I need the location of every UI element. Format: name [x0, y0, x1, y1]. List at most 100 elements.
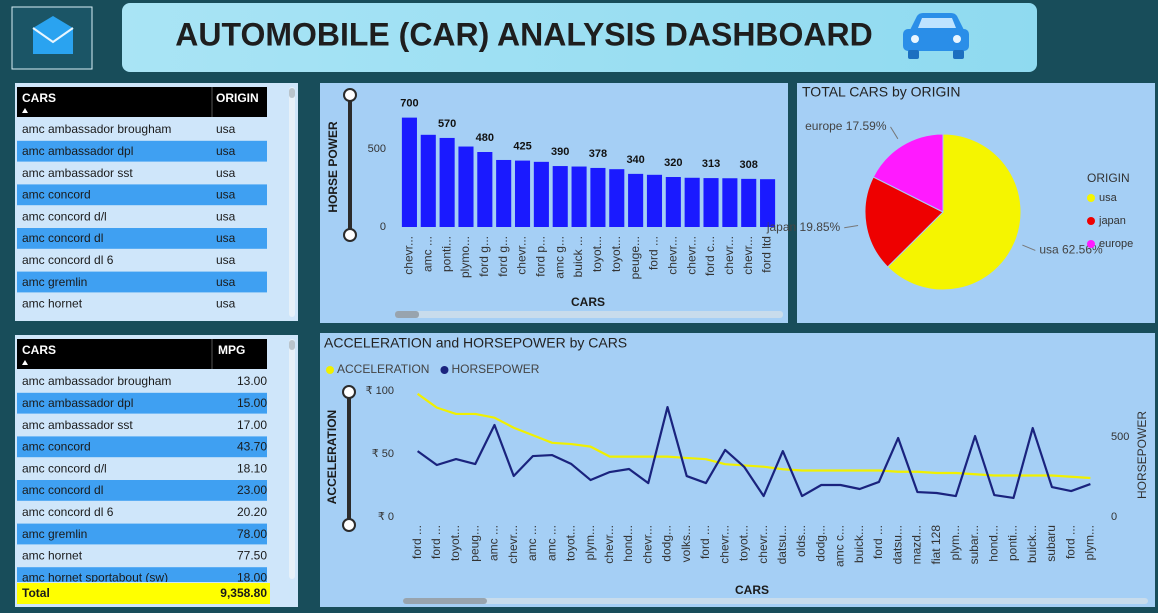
- table-cell: amc gremlin: [22, 527, 87, 541]
- x-tick-label: ford p...: [534, 236, 548, 277]
- x-tick-label: amc ...: [544, 525, 558, 561]
- x-tick-label: ford ...: [429, 525, 443, 559]
- table-body: amc ambassador brougham 13.00 amc ambassad…: [17, 371, 267, 582]
- table-row: [17, 140, 267, 162]
- x-tick-label: chevr...: [402, 236, 416, 275]
- x-tick-label: hond...: [986, 525, 1000, 562]
- range-slider[interactable]: [343, 88, 357, 242]
- bar: [628, 173, 644, 227]
- table-cell: 20.20: [237, 505, 267, 519]
- table-row: [17, 162, 267, 184]
- bar: [722, 178, 738, 227]
- bar: [552, 166, 568, 227]
- data-label: 570: [438, 118, 456, 130]
- bar: [533, 161, 549, 227]
- table-cell: usa: [216, 231, 236, 245]
- x-tick-label: plym...: [583, 525, 597, 560]
- x-tick-label: toyot...: [737, 525, 751, 561]
- pie-slice: [872, 133, 944, 213]
- table-cell: amc ambassador sst: [22, 418, 133, 432]
- x-tick-label: fiat 128: [929, 525, 943, 565]
- x-tick-label: ponti...: [439, 236, 453, 272]
- scrollbar[interactable]: [289, 339, 295, 579]
- y-tick-label: ₹ 0: [378, 511, 394, 523]
- y-tick-label: 500: [368, 143, 386, 155]
- scroll-thumb[interactable]: [395, 311, 419, 318]
- table-cell: 15.00: [237, 396, 267, 410]
- chart-title: ACCELERATION and HORSEPOWER by CARS: [324, 335, 627, 351]
- table-cell: 17.00: [237, 418, 267, 432]
- total-row: [17, 583, 270, 604]
- legend-label: ACCELERATION: [337, 362, 429, 376]
- legend-marker: [440, 366, 449, 374]
- bar: [609, 169, 625, 227]
- table-row: [17, 480, 267, 501]
- leader-line: [890, 126, 899, 140]
- x-tick-label: ford ...: [410, 525, 424, 559]
- x-tick-label: ford ltd: [760, 236, 774, 273]
- table-row: [17, 228, 267, 249]
- legend-marker: [1087, 217, 1095, 225]
- x-tick-label: ford ...: [1063, 525, 1077, 559]
- leader-line: [1022, 244, 1036, 251]
- table-header: [17, 87, 267, 117]
- legend-marker: [326, 366, 334, 374]
- table-cell: 77.50: [237, 549, 267, 563]
- x-tick-label: chevr...: [741, 236, 755, 275]
- x-tick-label: toyot...: [448, 525, 462, 561]
- data-label: usa 62.56%: [1039, 243, 1103, 257]
- data-label: 390: [551, 146, 569, 158]
- table-row: [17, 458, 267, 479]
- scroll-thumb[interactable]: [289, 340, 295, 350]
- table-cell: amc ambassador dpl: [22, 396, 133, 410]
- table-cell: usa: [216, 122, 236, 136]
- column-header: ORIGIN: [216, 91, 259, 105]
- table-cell: amc hornet: [22, 549, 83, 563]
- y2-tick-label: 0: [1111, 511, 1117, 523]
- x-tick-label: ford g...: [477, 236, 491, 277]
- data-label: japan 19.85%: [766, 220, 841, 234]
- data-label: 308: [740, 159, 758, 171]
- table-row: [17, 184, 267, 206]
- y-axis-label: ACCELERATION: [325, 410, 339, 504]
- scrollbar[interactable]: [395, 311, 783, 318]
- x-tick-label: amc g...: [552, 236, 566, 279]
- data-label: 313: [702, 158, 720, 170]
- scrollbar[interactable]: [403, 598, 1148, 604]
- data-label: 425: [513, 141, 531, 153]
- table-cell: 23.00: [237, 483, 267, 497]
- x-tick-label: hond...: [621, 525, 635, 562]
- column-header: CARS: [22, 343, 56, 357]
- table-row: [17, 414, 267, 436]
- y2-tick-label: 500: [1111, 431, 1129, 443]
- scrollbar[interactable]: [289, 87, 295, 317]
- legend-label: europe: [1099, 238, 1133, 250]
- table-row: [17, 249, 267, 271]
- x-tick-label: chevr...: [506, 525, 520, 564]
- table-header: [17, 339, 267, 369]
- scroll-thumb[interactable]: [289, 88, 295, 98]
- bar: [760, 179, 776, 227]
- y-tick-label: ₹ 50: [372, 448, 394, 460]
- y2-axis-label: HORSEPOWER: [1135, 411, 1149, 499]
- data-label: 340: [626, 154, 644, 166]
- table-cell: 18.10: [237, 461, 267, 475]
- column-header: MPG: [218, 343, 245, 357]
- bar: [514, 160, 531, 227]
- series-line: [416, 405, 1091, 500]
- x-tick-label: amc c...: [833, 525, 847, 567]
- x-tick-label: chevr...: [684, 236, 698, 275]
- legend-label: usa: [1099, 192, 1118, 204]
- table-cell: 13.00: [237, 374, 267, 388]
- series-line: [416, 392, 1091, 480]
- table-row: [17, 206, 267, 227]
- table-cell: amc concord: [22, 440, 91, 454]
- scroll-thumb[interactable]: [403, 598, 487, 604]
- data-label: 320: [664, 157, 682, 169]
- legend-marker: [1087, 240, 1095, 248]
- x-tick-label: toyot...: [564, 525, 578, 561]
- x-tick-label: ford g...: [496, 236, 510, 277]
- range-slider[interactable]: [342, 385, 356, 532]
- x-tick-label: toyot...: [609, 236, 623, 272]
